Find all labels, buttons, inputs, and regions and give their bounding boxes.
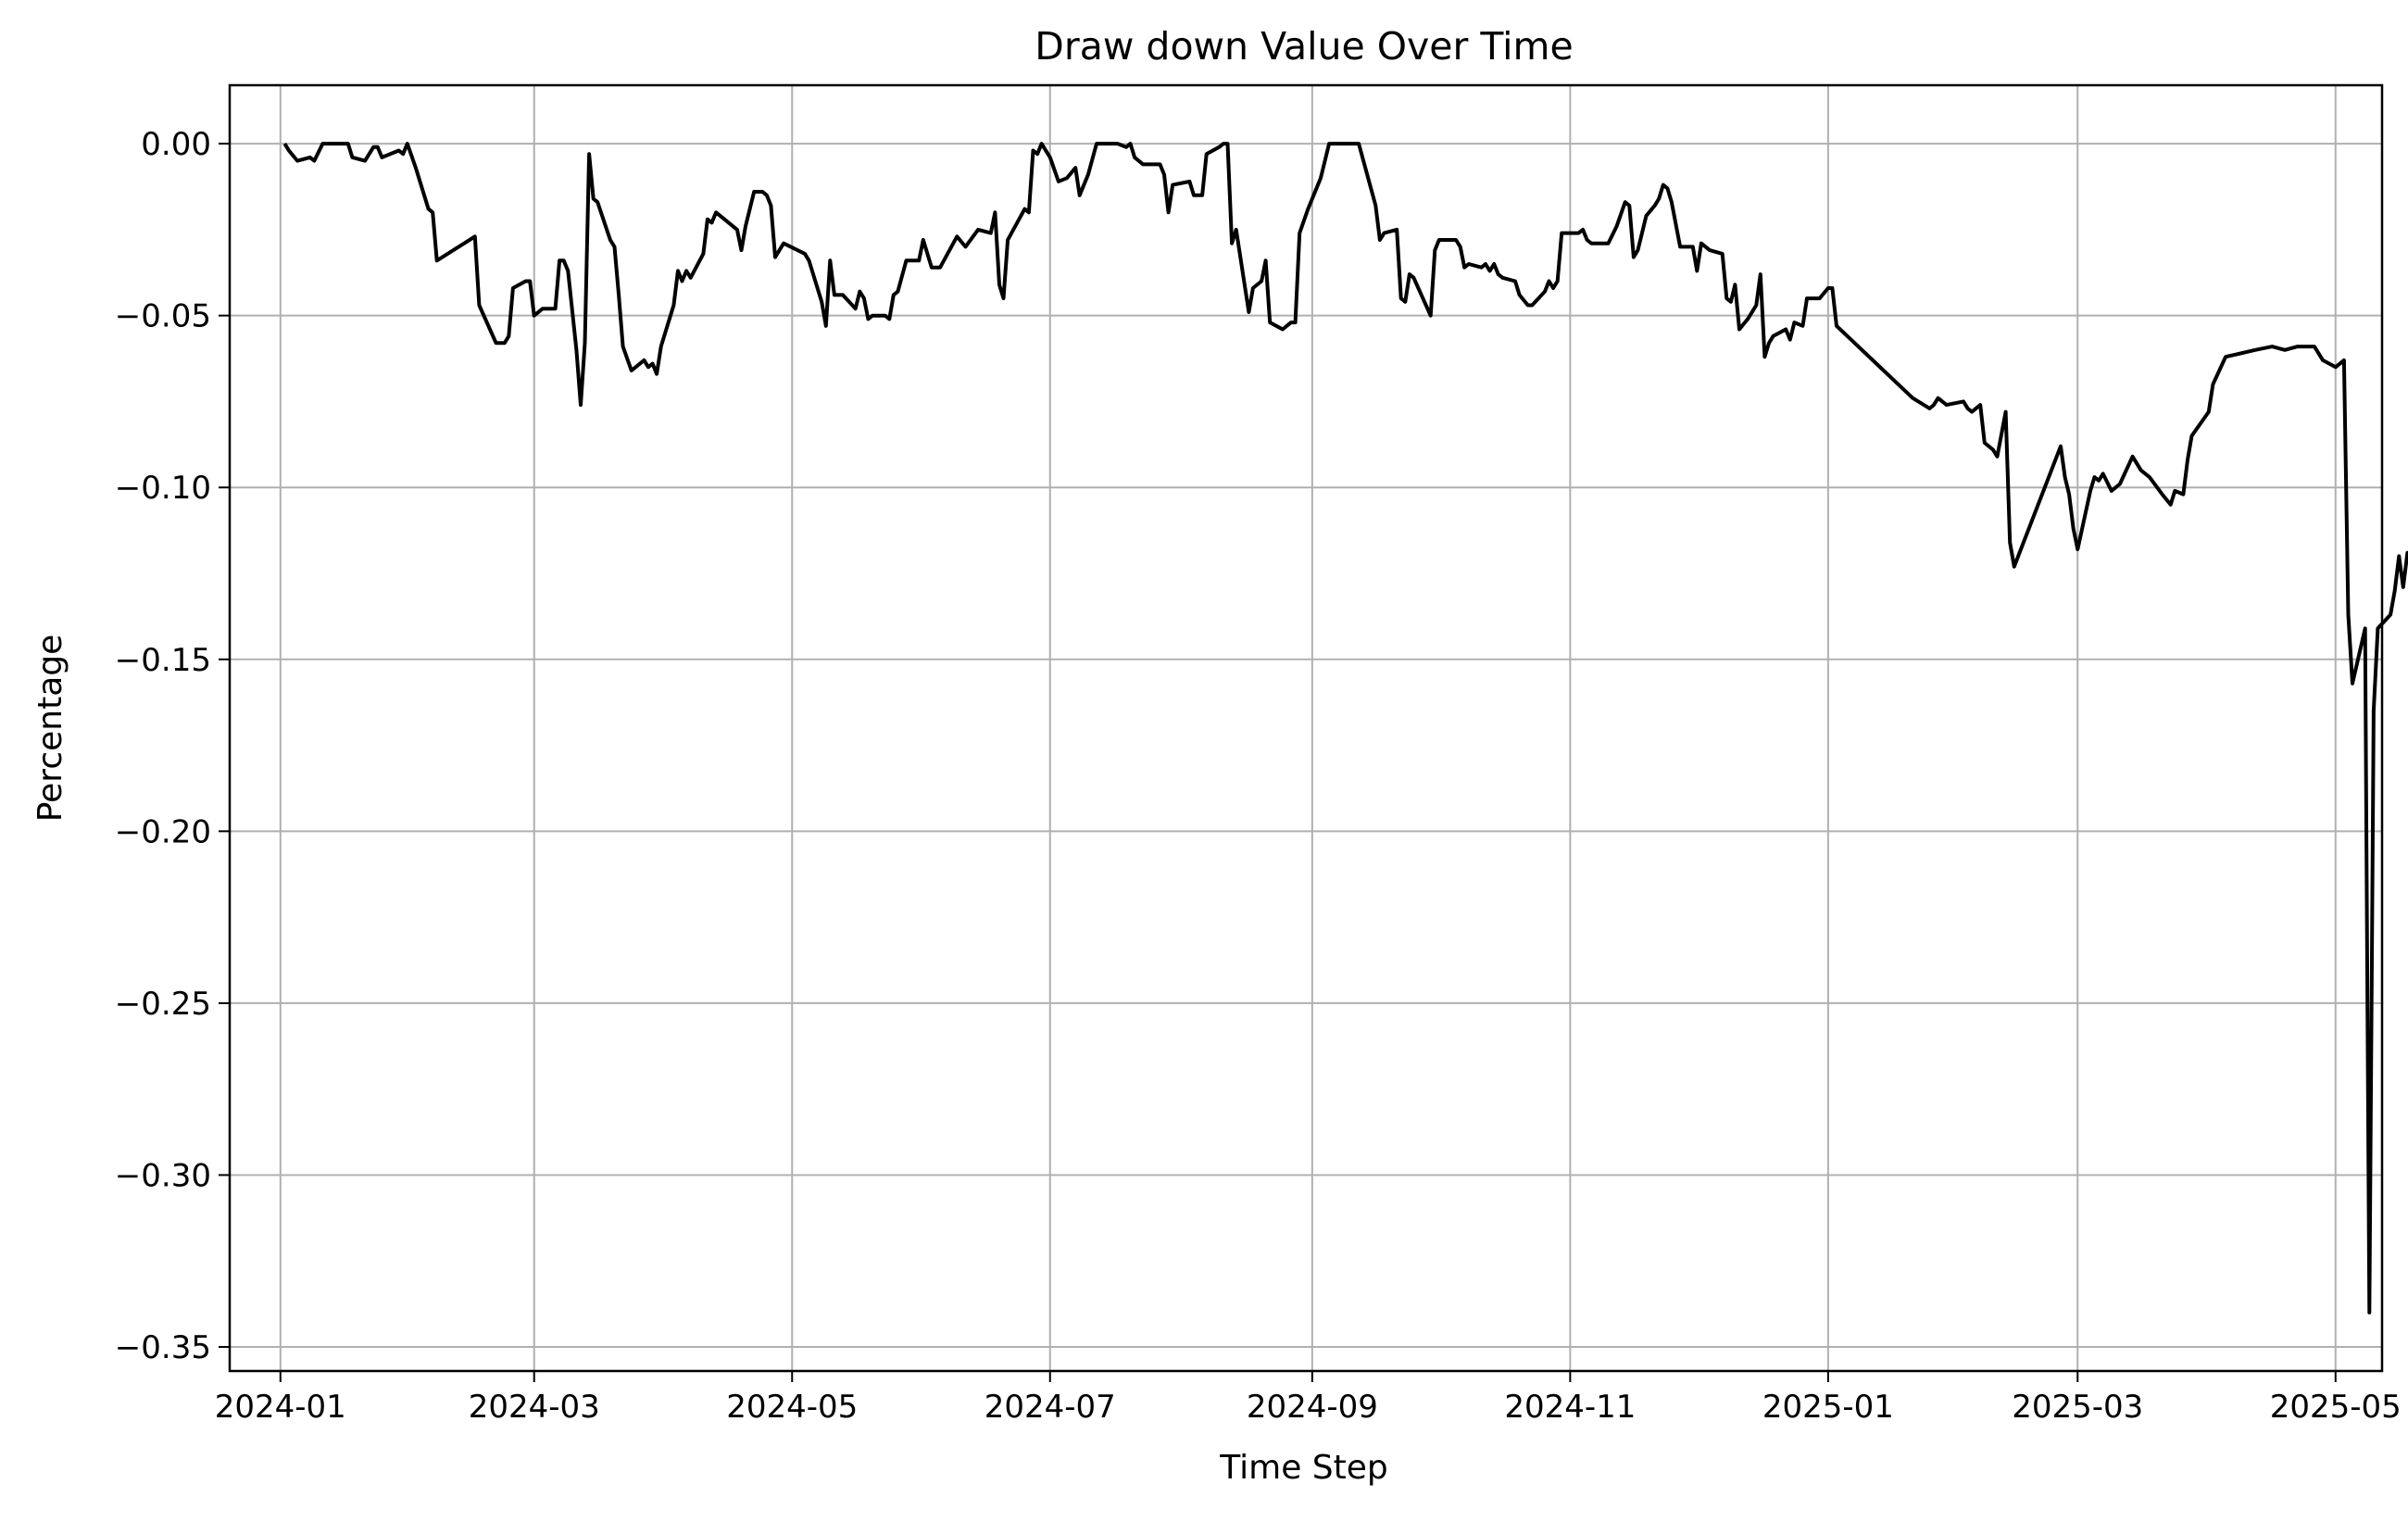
x-tick-label: 2024-11 <box>1504 1389 1636 1426</box>
y-tick-label: 0.00 <box>141 126 211 163</box>
y-tick-label: −0.35 <box>115 1329 211 1366</box>
y-axis: 0.00 −0.05 −0.10 −0.15 −0.20 −0.25 −0.30 −0.35 <box>115 126 230 1366</box>
y-tick-label: −0.30 <box>115 1157 211 1194</box>
x-tick-label: 2025-03 <box>2012 1389 2143 1426</box>
y-tick-label: −0.20 <box>115 813 211 850</box>
x-tick-label: 2024-05 <box>726 1389 858 1426</box>
y-tick-label: −0.10 <box>115 470 211 507</box>
series-line <box>282 142 2408 1314</box>
y-tick-label: −0.15 <box>115 642 211 679</box>
x-tick-label: 2025-05 <box>2270 1389 2402 1426</box>
series-layer <box>282 142 2408 1314</box>
x-tick-label: 2024-03 <box>469 1389 600 1426</box>
y-tick-label: −0.25 <box>115 986 211 1023</box>
y-tick-label: −0.05 <box>115 298 211 335</box>
chart-title: Draw down Value Over Time <box>1035 24 1573 69</box>
x-tick-label: 2025-01 <box>1762 1389 1894 1426</box>
x-tick-label: 2024-07 <box>985 1389 1116 1426</box>
x-axis: 2024-01 2024-03 2024-05 2024-07 2024-09 2024-… <box>215 1371 2402 1426</box>
grid <box>230 85 2382 1371</box>
x-tick-label: 2024-09 <box>1247 1389 1378 1426</box>
x-axis-title: Time Step <box>1219 1449 1388 1487</box>
y-axis-title: Percentage <box>31 635 69 823</box>
plot-frame <box>228 83 2384 1373</box>
x-tick-label: 2024-01 <box>215 1389 346 1426</box>
